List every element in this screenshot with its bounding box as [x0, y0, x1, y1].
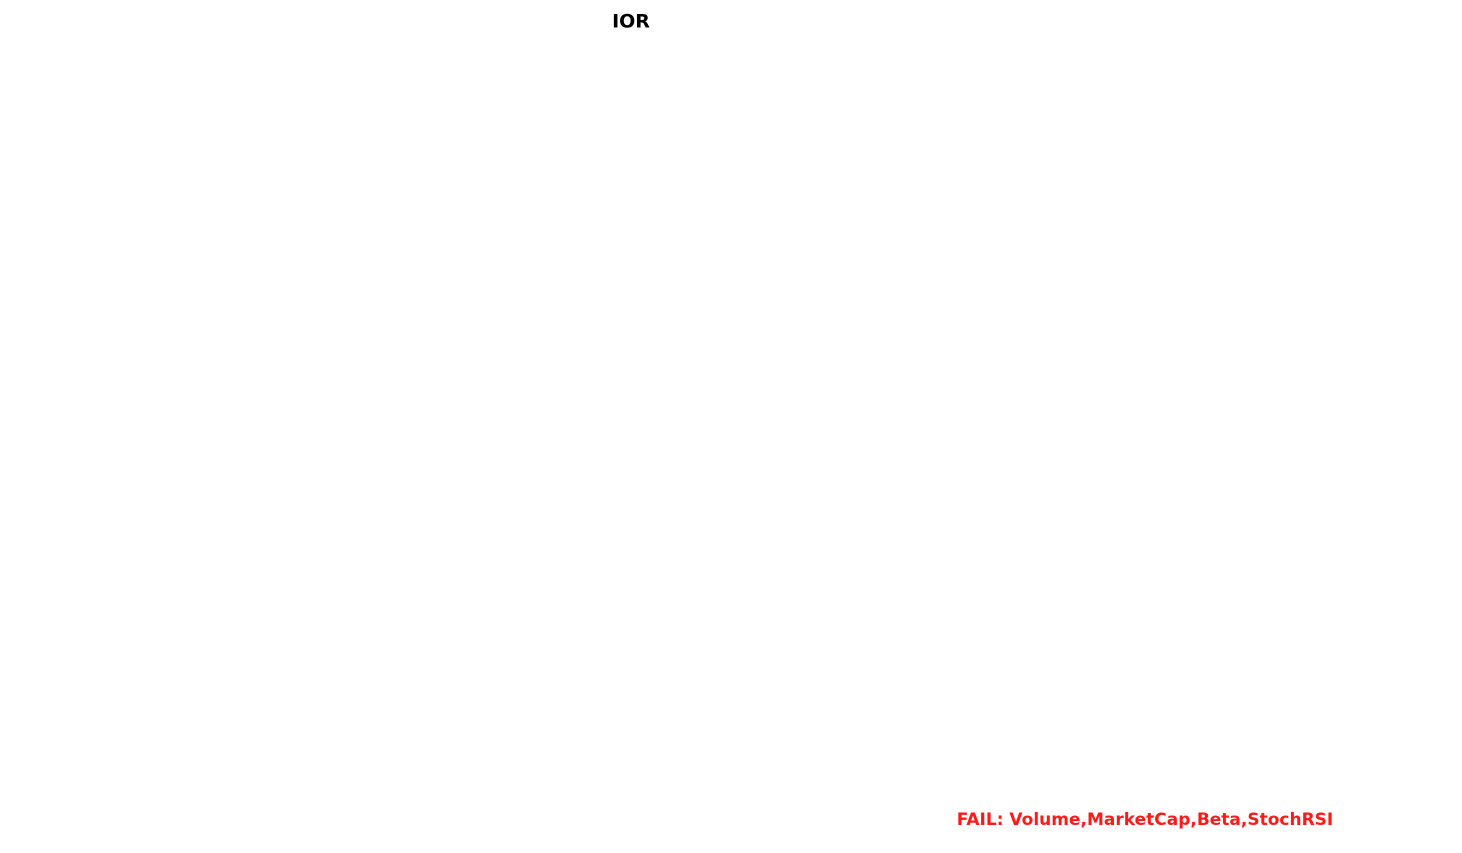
annotation: FAIL: Volume,MarketCap,Beta,StochRSI: [957, 810, 1334, 830]
chart-title: IOR: [612, 11, 650, 33]
